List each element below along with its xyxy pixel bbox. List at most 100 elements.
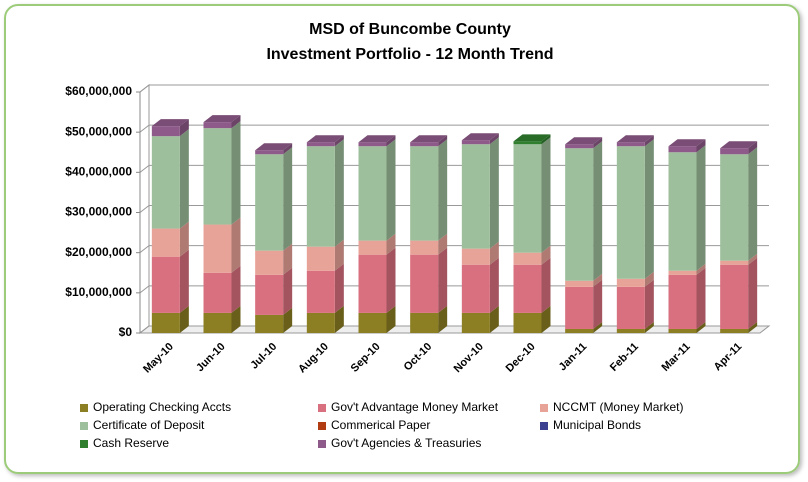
legend-swatch [80,440,88,448]
y-tick-label: $60,000,000 [65,84,132,98]
bar-side [283,307,293,333]
bar [461,144,490,249]
bar-side [179,119,189,137]
bar-side [334,305,344,333]
bar [203,312,232,333]
bar-side [386,135,396,147]
bar [513,141,542,145]
bar [720,264,749,329]
bar-side [386,305,396,333]
grid-line [139,164,769,173]
bar-side [231,121,241,225]
bar-side [593,321,603,333]
bar-top [616,135,654,143]
bar [358,254,387,313]
legend-swatch [80,422,88,430]
bar [461,140,490,145]
bar-top [720,141,758,149]
bar [358,142,387,147]
bar-side [541,137,551,253]
bar [255,250,284,275]
chart-title: MSD of Buncombe County [309,21,511,38]
bar [668,152,697,271]
grid-line [139,285,769,294]
bar-side [644,279,654,329]
y-tick-label: $10,000,000 [65,285,132,299]
bar-side [489,137,499,249]
y-tick-label: $20,000,000 [65,245,132,259]
bar-side [283,147,293,251]
y-tick-label: $40,000,000 [65,165,132,179]
legend-swatch [540,404,548,412]
bar [668,274,697,329]
bar [151,126,180,137]
y-tick-label: $50,000,000 [65,124,132,138]
bar-side [179,305,189,333]
legend-swatch [540,422,548,430]
x-tick-label: Dec-10 [504,341,538,375]
bar-side [438,305,448,333]
bar [720,260,749,265]
bar [151,136,180,229]
bar-side [541,245,551,265]
bar-side [489,133,499,145]
frame [4,4,800,474]
bar [616,328,645,333]
bar-side [438,135,448,147]
bar [668,270,697,275]
bar [306,146,335,247]
bar [461,312,490,333]
bar-side [386,139,396,241]
bar [461,264,490,313]
bar [151,256,180,313]
bar [410,142,439,147]
x-tick-label: Jul-10 [248,341,279,372]
x-tick-label: May-10 [141,341,176,376]
x-tick-label: Feb-11 [608,341,641,374]
bar [151,228,180,257]
grid-line [139,325,769,334]
bar-top [203,115,241,123]
bar-side [593,273,603,287]
bar [513,144,542,253]
bar-side [696,139,706,153]
bar [513,312,542,333]
bar-side [696,263,706,275]
legend-swatch [80,404,88,412]
x-tick-label: Oct-10 [402,341,435,374]
bar-side [541,305,551,333]
bar-side [644,135,654,147]
bar-side [334,135,344,147]
bar [513,252,542,265]
bar [151,312,180,333]
legend-label: Operating Checking Accts [93,400,231,414]
bar-side [644,271,654,287]
bar-side [334,263,344,313]
bar [255,314,284,333]
bar-side [748,141,758,155]
bar-side [179,221,189,257]
bar-side [283,143,293,155]
bar-top [461,133,499,141]
bar [358,146,387,241]
y-tick-label: $0 [119,325,133,339]
bar [410,146,439,241]
bar-side [438,247,448,313]
legend-label: Commerical Paper [331,418,430,432]
bar-side [231,305,241,333]
bar [565,328,594,333]
legend-label: Cash Reserve [93,436,169,450]
bar-top [358,135,396,143]
bar-side [334,139,344,247]
bar-side [644,139,654,279]
bar [461,248,490,265]
x-tick-label: Jan-11 [557,341,590,374]
legend-label: Municipal Bonds [553,418,641,432]
y-tick-label: $30,000,000 [65,205,132,219]
bar [306,312,335,333]
x-tick-label: Sep-10 [349,341,383,375]
bar [565,148,594,281]
bar [255,274,284,315]
grid-line [139,245,769,254]
bar [203,272,232,313]
